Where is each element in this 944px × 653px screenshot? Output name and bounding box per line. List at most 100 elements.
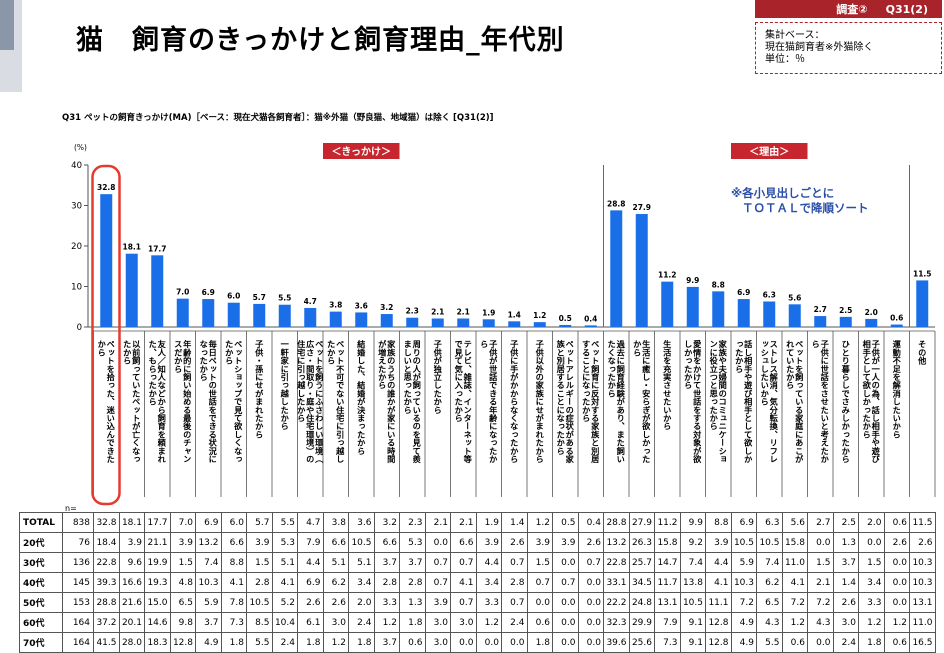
table-cell: 15.8 xyxy=(654,532,681,553)
table-cell: 0.0 xyxy=(450,632,477,653)
category-label: 過去に飼育経験があり、また飼い xyxy=(616,339,626,463)
table-cell: 1.2 xyxy=(526,512,553,533)
table-cell: 9.1 xyxy=(679,632,706,653)
table-cell: 4.3 xyxy=(756,612,783,633)
table-cell: 5.1 xyxy=(271,552,298,573)
bar xyxy=(482,319,495,327)
survey-badge: 調査② Q31(2) xyxy=(755,0,942,18)
bar xyxy=(763,301,776,327)
table-cell: 7.8 xyxy=(220,592,247,613)
category-label: 年齢的に飼い始める最後のチャン xyxy=(182,339,192,463)
table-cell: 3.9 xyxy=(526,532,553,553)
category-label: 生活を充実させたいから xyxy=(662,339,672,430)
table-cell: 10.3 xyxy=(195,572,222,593)
table-cell: 2.4 xyxy=(271,632,298,653)
row-label: 30代 xyxy=(19,552,63,573)
category-label: から xyxy=(632,340,642,356)
table-cell: 13.8 xyxy=(679,572,706,593)
bar-value-label: 0.5 xyxy=(559,314,572,323)
table-cell: 28.8 xyxy=(603,512,630,533)
table-cell: 1.3 xyxy=(832,532,859,553)
bar xyxy=(100,194,113,327)
table-cell: 1.5 xyxy=(169,552,196,573)
table-cell: 15.8 xyxy=(781,532,808,553)
table-cell: 7.9 xyxy=(654,612,681,633)
category-label: ペットショップで見て欲しくなっ xyxy=(233,340,243,463)
table-cell: 9.2 xyxy=(679,532,706,553)
table-cell: 4.8 xyxy=(169,572,196,593)
table-cell: 2.6 xyxy=(577,532,604,553)
n-label: n= xyxy=(65,504,77,513)
category-label: 運動不足を解消したいから xyxy=(892,339,902,438)
bar xyxy=(329,311,342,327)
table-cell: 0.0 xyxy=(475,632,502,653)
table-cell: 3.7 xyxy=(195,612,222,633)
table-cell: 11.5 xyxy=(909,512,936,533)
bar-value-label: 17.7 xyxy=(148,244,167,253)
table-cell: 2.4 xyxy=(832,632,859,653)
bar xyxy=(865,318,878,327)
table-cell: 28.0 xyxy=(118,632,145,653)
table-cell: 0.0 xyxy=(526,592,553,613)
row-count: 838 xyxy=(62,512,94,533)
table-cell: 1.3 xyxy=(399,592,426,613)
table-cell: 3.0 xyxy=(424,632,451,653)
table-cell: 0.7 xyxy=(424,552,451,573)
base-line: 集計ベース： xyxy=(765,30,825,41)
table-cell: 0.0 xyxy=(552,552,579,573)
table-cell: 4.1 xyxy=(450,572,477,593)
bar xyxy=(508,321,521,327)
bar-value-label: 28.8 xyxy=(607,199,626,208)
category-label: ストレス解消、気分転換、リフレ xyxy=(769,340,779,463)
table-cell: 2.6 xyxy=(832,592,859,613)
sort-annotation: ※各小見出しごとに ＴＯＴＡＬで降順ソート xyxy=(731,186,869,216)
table-cell: 2.6 xyxy=(883,532,910,553)
bar xyxy=(151,255,164,327)
table-cell: 19.9 xyxy=(144,552,171,573)
table-cell: 3.4 xyxy=(348,572,375,593)
table-cell: 10.5 xyxy=(246,592,273,613)
table-cell: 2.4 xyxy=(501,612,528,633)
table-cell: 13.1 xyxy=(654,592,681,613)
table-cell: 22.8 xyxy=(93,552,120,573)
table-cell: 1.5 xyxy=(246,552,273,573)
annotation-line: ※各小見出しごとに xyxy=(731,186,835,200)
category-label: ひとり暮らしでさみしかったから xyxy=(841,340,851,463)
category-label: 子供以外の家族にせがまれたから xyxy=(535,340,545,463)
table-cell: 10.3 xyxy=(909,552,936,573)
table-cell: 4.4 xyxy=(475,552,502,573)
table-cell: 16.6 xyxy=(118,572,145,593)
bar-value-label: 2.1 xyxy=(431,307,444,316)
table-cell: 7.4 xyxy=(195,552,222,573)
category-label: することになったから xyxy=(581,340,591,422)
table-cell: 14.7 xyxy=(654,552,681,573)
table-cell: 0.7 xyxy=(501,592,528,613)
bar xyxy=(814,316,827,327)
table-cell: 3.3 xyxy=(373,592,400,613)
table-cell: 2.1 xyxy=(424,512,451,533)
table-cell: 0.0 xyxy=(501,632,528,653)
data-table: TOTAL 838 32.8 18.1 17.7 7.0 6.9 6.0 5.7 5.5 4.7 3.… xyxy=(19,512,936,653)
bar xyxy=(559,324,572,327)
table-cell: 2.8 xyxy=(501,572,528,593)
table-cell: 18.1 xyxy=(118,512,145,533)
bar xyxy=(916,280,929,327)
row-count: 164 xyxy=(62,632,94,653)
table-cell: 3.2 xyxy=(373,512,400,533)
table-cell: 4.4 xyxy=(297,552,324,573)
table-cell: 2.0 xyxy=(348,592,375,613)
bar-value-label: 5.5 xyxy=(278,294,291,303)
table-cell: 0.7 xyxy=(501,552,528,573)
row-label: 20代 xyxy=(19,532,63,553)
bar-value-label: 27.9 xyxy=(632,203,651,212)
question-text: Q31 ペットの飼育きっかけ(MA)［ベース：現在犬猫各飼育者］：猫※外猫（野良… xyxy=(62,113,494,123)
table-cell: 8.5 xyxy=(246,612,273,633)
table-cell: 6.6 xyxy=(373,532,400,553)
table-cell: 4.9 xyxy=(730,632,757,653)
bar xyxy=(712,291,725,327)
table-cell: 3.7 xyxy=(832,552,859,573)
bar xyxy=(253,303,266,327)
table-cell: 7.9 xyxy=(297,532,324,553)
table-cell: 12.8 xyxy=(169,632,196,653)
